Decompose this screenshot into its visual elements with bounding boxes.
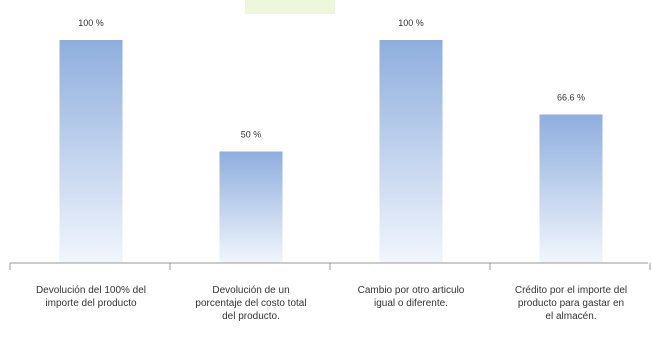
bars-layer bbox=[59, 40, 603, 263]
bar-1 bbox=[59, 40, 123, 263]
bar-3 bbox=[379, 40, 443, 263]
data-label-4: 66.6 % bbox=[557, 93, 585, 103]
data-labels-layer: 100 % 50 % 100 % 66.6 % bbox=[78, 18, 585, 140]
category-labels-layer: Devolución del 100% del importe del produ… bbox=[36, 285, 627, 322]
data-label-2: 50 % bbox=[241, 130, 262, 140]
data-label-1: 100 % bbox=[78, 18, 104, 28]
x-ticks-layer bbox=[9, 263, 651, 270]
top-accent bbox=[245, 0, 335, 14]
bar-4 bbox=[539, 114, 603, 263]
category-label-3: Cambio por otro articulo igual o diferent… bbox=[358, 285, 465, 309]
bar-2 bbox=[219, 151, 283, 263]
category-label-1: Devolución del 100% del importe del produ… bbox=[36, 285, 146, 309]
category-label-4: Crédito por el importe del producto para … bbox=[515, 285, 627, 322]
category-label-2: Devolución de un porcentaje del costo tot… bbox=[195, 285, 306, 322]
data-label-3: 100 % bbox=[398, 18, 424, 28]
